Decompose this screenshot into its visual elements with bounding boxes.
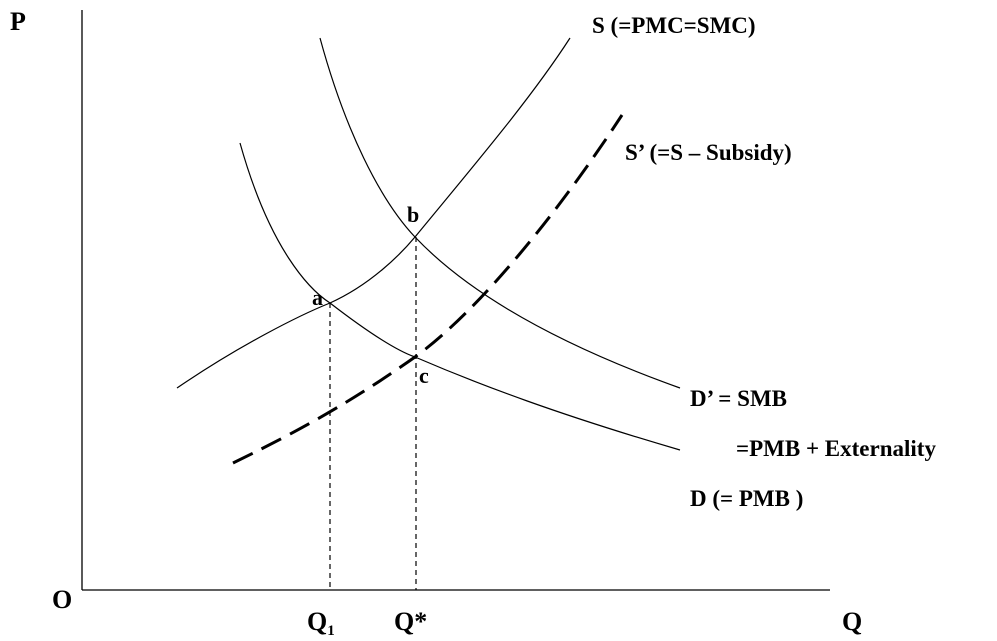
origin-label: O	[52, 585, 72, 614]
q-star-label: Q*	[394, 607, 427, 636]
price-axis-label: P	[10, 7, 26, 36]
point-b-label: b	[407, 202, 419, 227]
private-demand-curve	[239, 142, 681, 451]
supply-label: S (=PMC=SMC)	[592, 13, 756, 38]
supply-curve	[176, 37, 571, 389]
social-demand-label-continued: =PMB + Externality	[736, 436, 936, 461]
point-a-label: a	[312, 285, 323, 310]
private-demand-label: D (= PMB )	[690, 486, 803, 511]
subsidized-supply-label: S’ (=S – Subsidy)	[625, 140, 792, 165]
quantity-axis-label: Q	[842, 607, 862, 636]
social-demand-curve	[319, 37, 681, 389]
q1-label: Q1	[307, 607, 335, 639]
social-demand-label: D’ = SMB	[690, 386, 787, 411]
point-c-label: c	[419, 363, 429, 388]
subsidized-supply-curve	[232, 114, 624, 465]
